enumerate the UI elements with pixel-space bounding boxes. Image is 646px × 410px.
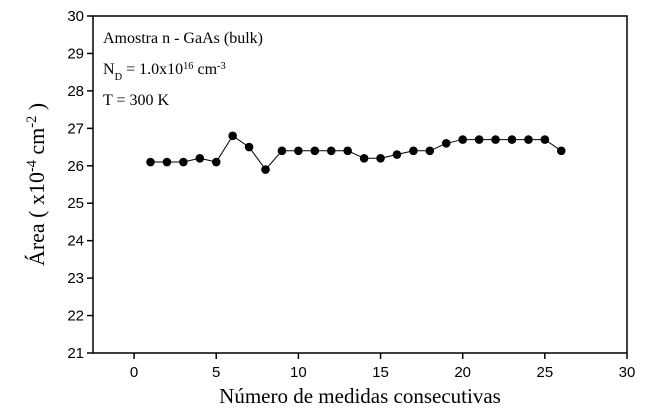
- y-tick-label: 26: [67, 158, 84, 175]
- marker: [524, 135, 533, 144]
- marker: [228, 131, 237, 141]
- text-part: = 1.0x10: [122, 61, 183, 78]
- plot-frame: [92, 15, 628, 354]
- y-tick-label: 21: [67, 345, 84, 362]
- annotation: ND = 1.0x1016 cm-3: [103, 61, 226, 83]
- text-part: -3: [217, 61, 226, 72]
- marker: [556, 146, 566, 156]
- marker: [162, 157, 172, 167]
- x-tick-label: 0: [130, 364, 138, 381]
- y-tick-label: 29: [67, 45, 84, 62]
- marker: [376, 153, 385, 163]
- marker: [507, 135, 517, 144]
- text-part: cm: [24, 128, 49, 160]
- marker: [409, 146, 418, 156]
- x-tick-label: 25: [537, 364, 554, 381]
- marker: [425, 146, 435, 156]
- text-part: cm: [194, 61, 218, 78]
- marker: [146, 157, 155, 167]
- text-part: 16: [183, 61, 193, 72]
- y-tick-label: 27: [67, 120, 84, 137]
- x-axis-label: Número de medidas consecutivas: [219, 384, 501, 408]
- text-part: N: [103, 61, 115, 78]
- text-part: Área ( x10: [24, 172, 49, 266]
- marker: [211, 157, 221, 167]
- marker: [491, 135, 500, 144]
- marker: [540, 135, 550, 144]
- y-tick-label: 30: [67, 8, 84, 25]
- x-tick-label: 15: [372, 364, 389, 381]
- marker: [359, 153, 369, 163]
- x-tick-label: 20: [454, 364, 471, 381]
- marker: [195, 153, 205, 163]
- x-tick-label: 5: [212, 364, 220, 381]
- text-part: Amostra n - GaAs (bulk): [103, 30, 263, 47]
- text-part: T = 300 K: [103, 92, 170, 109]
- marker: [392, 150, 402, 159]
- marker: [441, 139, 451, 148]
- text-part: D: [115, 72, 123, 83]
- marker: [261, 165, 270, 174]
- y-tick-label: 28: [67, 83, 84, 100]
- x-tick-label: 30: [619, 364, 636, 381]
- marker: [277, 146, 287, 156]
- y-axis-label: Área ( x10-4 cm-2 ): [24, 103, 49, 266]
- marker: [294, 146, 303, 156]
- text-part: ): [24, 103, 49, 116]
- marker: [458, 135, 467, 144]
- marker: [326, 146, 336, 156]
- y-tick-label: 25: [67, 195, 84, 212]
- marker: [244, 142, 254, 152]
- text-part: -4: [24, 160, 40, 172]
- text-part: -2: [24, 116, 40, 128]
- y-tick-label: 23: [67, 270, 84, 287]
- annotation: T = 300 K: [103, 92, 170, 109]
- series-line: [150, 135, 562, 171]
- marker: [179, 157, 188, 167]
- annotation: Amostra n - GaAs (bulk): [103, 30, 263, 47]
- marker: [474, 135, 484, 144]
- x-tick-label: 10: [290, 364, 307, 381]
- marker: [310, 146, 320, 156]
- marker: [343, 146, 352, 156]
- y-tick-label: 22: [67, 308, 84, 325]
- y-tick-label: 24: [67, 233, 84, 250]
